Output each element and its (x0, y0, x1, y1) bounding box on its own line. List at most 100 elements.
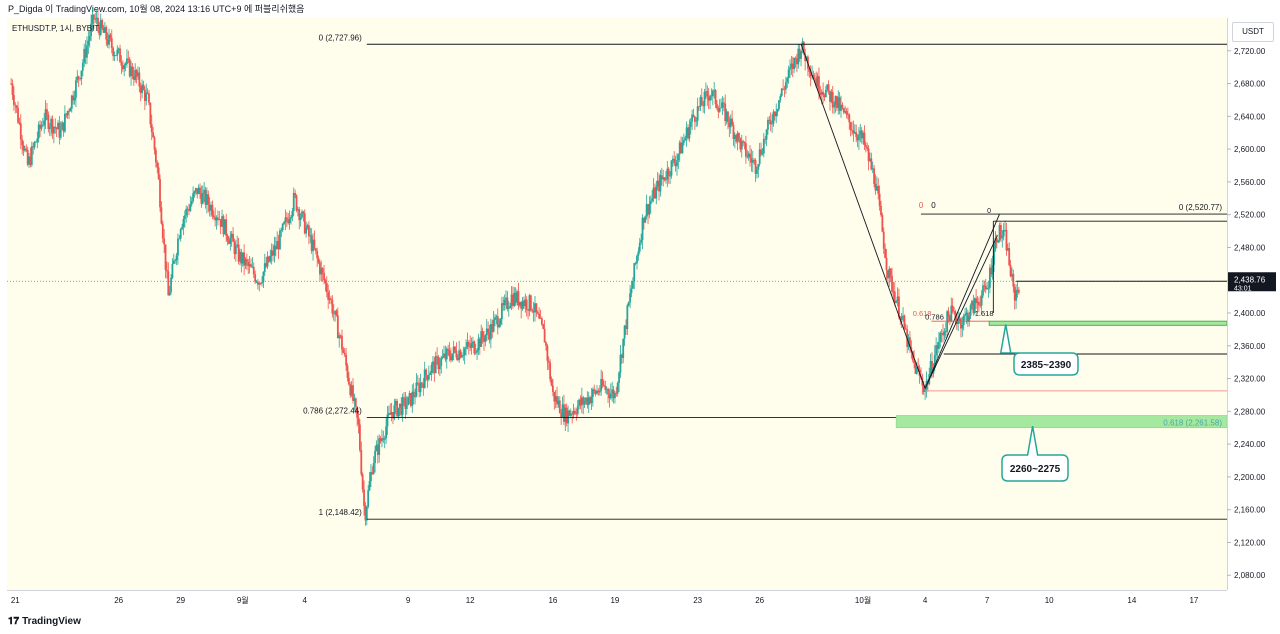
candle-body (397, 407, 400, 417)
candle-body (438, 365, 441, 370)
candle-body (429, 372, 432, 376)
candle-body (787, 69, 790, 79)
candle-body (700, 97, 703, 106)
candle-body (174, 260, 177, 262)
candle-body (937, 341, 940, 349)
candle-body (575, 413, 578, 415)
candle-body (148, 93, 150, 103)
candle-body (98, 25, 101, 35)
candle-body (801, 41, 804, 51)
candle-body (212, 215, 215, 218)
candle-body (97, 17, 99, 26)
candle-body (288, 218, 291, 224)
candle-body (163, 238, 166, 245)
candle-body (57, 122, 59, 130)
candle-body (15, 105, 18, 109)
candle-body (888, 268, 891, 279)
candle-body (396, 400, 399, 417)
candle-body (415, 382, 418, 397)
candle-body (356, 406, 359, 418)
candle-body (418, 383, 421, 393)
price-axis[interactable] (1227, 18, 1280, 590)
candle-body (32, 146, 35, 148)
candle-body (641, 217, 644, 240)
candle-body (665, 179, 667, 181)
candle-body (696, 106, 699, 121)
candle-body (849, 122, 852, 131)
candle-body (230, 233, 233, 239)
candle-body (465, 346, 467, 349)
candle-body (131, 66, 134, 77)
candle-body (662, 177, 665, 180)
candle-body (146, 92, 149, 94)
candle-body (306, 225, 309, 228)
candle-body (538, 313, 541, 319)
candle-body (699, 97, 702, 107)
candle-body (829, 90, 831, 102)
candle-body (687, 127, 689, 139)
candle-body (81, 62, 84, 71)
candle-body (398, 403, 401, 408)
candle-body (833, 105, 836, 108)
candle-body (143, 89, 146, 101)
candle-body (354, 398, 357, 407)
candle-body (557, 400, 560, 405)
candle-body (233, 241, 236, 255)
candle-body (746, 156, 749, 158)
candle-body (567, 410, 569, 424)
candle-body (904, 328, 907, 330)
candle-body (674, 163, 677, 167)
candle-body (126, 58, 128, 65)
candle-body (61, 122, 64, 130)
candle-body (30, 146, 33, 165)
candle-body (171, 263, 174, 278)
candle-body (667, 168, 670, 176)
candle-body (11, 83, 14, 96)
candle-body (484, 335, 487, 342)
candle-body (1001, 236, 1004, 239)
candle-body (37, 124, 40, 139)
candle-body (935, 345, 938, 356)
symbol-label[interactable]: ETHUSDT.P, 1시, BYBIT (12, 24, 100, 33)
candle-body (673, 158, 676, 164)
currency-button[interactable]: USDT (1232, 22, 1274, 42)
candle-body (655, 186, 658, 199)
candle-body (717, 108, 720, 112)
annotation-red-0: 0 (919, 201, 924, 210)
candle-body (773, 111, 776, 117)
candle-body (43, 120, 46, 126)
chart-area[interactable] (7, 18, 1227, 590)
candle-body (314, 248, 317, 252)
candle-body (736, 133, 739, 142)
candle-body (194, 188, 197, 192)
candle-body (268, 256, 270, 262)
candle-body (979, 305, 982, 306)
candle-body (405, 405, 408, 409)
candle-body (513, 292, 516, 306)
candle-body (441, 356, 444, 359)
candle-body (871, 168, 874, 170)
candle-body (688, 126, 691, 139)
candle-body (682, 140, 685, 143)
candle-body (949, 316, 951, 322)
candle-body (319, 262, 321, 275)
candle-body (527, 309, 529, 311)
candle-body (154, 149, 157, 163)
candle-body (972, 300, 975, 314)
candle-body (204, 189, 207, 205)
candle-body (477, 338, 480, 351)
candle-body (250, 264, 252, 268)
candle-body (371, 472, 374, 474)
candle-body (469, 344, 472, 348)
candle-body (343, 352, 346, 355)
candle-body (514, 292, 517, 303)
candle-body (359, 424, 361, 451)
candle-body (255, 281, 258, 283)
candle-body (586, 397, 589, 406)
candle-body (294, 193, 297, 196)
candle-body (642, 217, 645, 223)
time-axis[interactable] (7, 590, 1227, 611)
candle-body (654, 187, 656, 199)
candle-body (866, 146, 869, 149)
